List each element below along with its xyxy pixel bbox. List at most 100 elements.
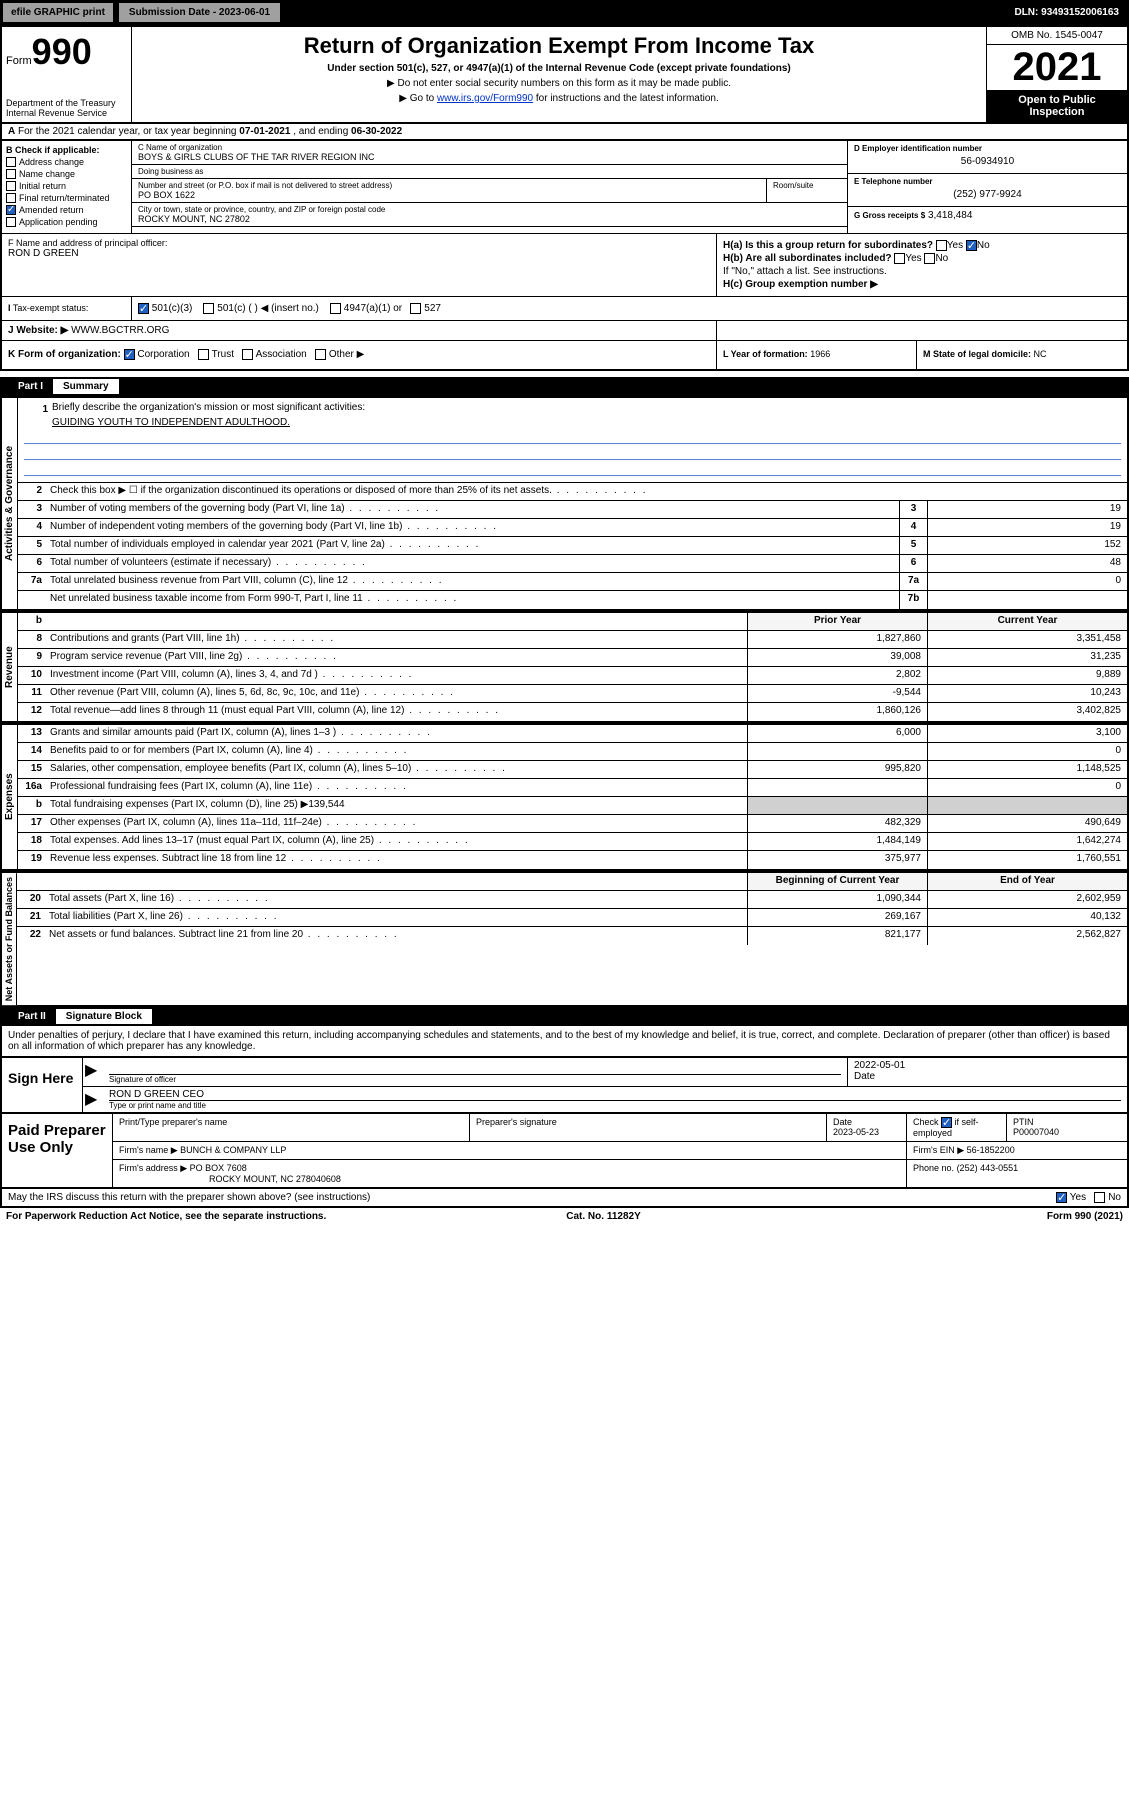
- row-num: 22: [17, 927, 45, 945]
- row-num: b: [18, 797, 46, 814]
- gross-row: G Gross receipts $ 3,418,484: [848, 207, 1127, 224]
- row-box: 4: [899, 519, 927, 536]
- assoc-check[interactable]: [242, 349, 253, 360]
- current-val: 2,602,959: [927, 891, 1127, 908]
- discuss-no-check[interactable]: [1094, 1192, 1105, 1203]
- efile-button[interactable]: efile GRAPHIC print: [2, 2, 114, 23]
- hb-yes-check[interactable]: [894, 253, 905, 264]
- row-val: 0: [927, 573, 1127, 590]
- checkbox-name-change[interactable]: [6, 169, 16, 179]
- row-text: Number of voting members of the governin…: [46, 501, 899, 518]
- checkbox-final-return-terminated[interactable]: [6, 193, 16, 203]
- domicile-cell: M State of legal domicile: NC: [917, 341, 1127, 368]
- gov-row-4: 6 Total number of volunteers (estimate i…: [18, 555, 1127, 573]
- ha-no-check[interactable]: [966, 240, 977, 251]
- note2-pre: ▶ Go to: [399, 93, 437, 104]
- current-val: 31,235: [927, 649, 1127, 666]
- prior-val: 6,000: [747, 725, 927, 742]
- prior-val: [747, 743, 927, 760]
- main-info-block: B Check if applicable: Address changeNam…: [0, 141, 1129, 233]
- data-row-1: 9 Program service revenue (Part VIII, li…: [18, 649, 1127, 667]
- data-row-2: 10 Investment income (Part VIII, column …: [18, 667, 1127, 685]
- other-check[interactable]: [315, 349, 326, 360]
- mission-line-3: [24, 462, 1121, 476]
- org-name-label: C Name of organization: [138, 143, 841, 152]
- selfemp-check[interactable]: [941, 1117, 952, 1128]
- hb-no-check[interactable]: [924, 253, 935, 264]
- prep-selfemp-cell: Check if self-employed: [907, 1114, 1007, 1141]
- row-num: 4: [18, 519, 46, 536]
- preparer-right: Print/Type preparer's name Preparer's si…: [112, 1114, 1127, 1187]
- opt-trust: Trust: [212, 350, 234, 361]
- corp-check[interactable]: [124, 349, 135, 360]
- discuss-yes-check[interactable]: [1056, 1192, 1067, 1203]
- ein-label: D Employer identification number: [854, 144, 1121, 153]
- hb-line: H(b) Are all subordinates included? Yes …: [723, 253, 1121, 264]
- row-val: 48: [927, 555, 1127, 572]
- ts-label: Tax-exempt status:: [13, 303, 89, 313]
- tax-year-begin: 07-01-2021: [239, 126, 290, 137]
- row-text: Other revenue (Part VIII, column (A), li…: [46, 685, 747, 702]
- prior-val: 1,090,344: [747, 891, 927, 908]
- 501c3-check[interactable]: [138, 303, 149, 314]
- header-left: Form 990 Department of the Treasury Inte…: [2, 27, 132, 122]
- checkbox-amended-return[interactable]: [6, 205, 16, 215]
- prior-year-header: Prior Year: [747, 613, 927, 630]
- prior-val: 269,167: [747, 909, 927, 926]
- current-val: 40,132: [927, 909, 1127, 926]
- hc-label: H(c) Group exemption number ▶: [723, 279, 878, 290]
- check-line-2: Initial return: [6, 181, 127, 191]
- sign-here-label: Sign Here: [2, 1058, 82, 1112]
- ein-row: D Employer identification number 56-0934…: [848, 141, 1127, 174]
- officer-name-cell: RON D GREEN CEO Type or print name and t…: [103, 1087, 1127, 1112]
- row-text: Revenue less expenses. Subtract line 18 …: [46, 851, 747, 869]
- row-num: 5: [18, 537, 46, 554]
- sign-arrow-2: ▶: [83, 1087, 103, 1112]
- sign-here-block: Sign Here ▶ Signature of officer 2022-05…: [0, 1058, 1129, 1114]
- irs-link[interactable]: www.irs.gov/Form990: [437, 93, 533, 104]
- row-text: Salaries, other compensation, employee b…: [46, 761, 747, 778]
- ts-label-cell: I Tax-exempt status:: [2, 297, 132, 320]
- row-text: Benefits paid to or for members (Part IX…: [46, 743, 747, 760]
- ha-no: No: [977, 240, 990, 251]
- sign-date-label: Date: [854, 1071, 1121, 1082]
- row-num: 16a: [18, 779, 46, 796]
- check-label: Application pending: [19, 217, 98, 227]
- na-blank-text: [45, 873, 747, 890]
- firm-name: BUNCH & COMPANY LLP: [180, 1145, 286, 1155]
- b-num: b: [18, 613, 46, 630]
- prep-sig-header: Preparer's signature: [470, 1114, 827, 1141]
- section-a: A For the 2021 calendar year, or tax yea…: [0, 124, 1129, 141]
- firm-ein-cell: Firm's EIN ▶ 56-1852200: [907, 1142, 1127, 1159]
- shaded-prior: [747, 797, 927, 814]
- ha-yes-check[interactable]: [936, 240, 947, 251]
- officer-printed-name: RON D GREEN CEO: [109, 1089, 1121, 1100]
- 527-check[interactable]: [410, 303, 421, 314]
- row-num: 14: [18, 743, 46, 760]
- row-text: Total unrelated business revenue from Pa…: [46, 573, 899, 590]
- 501c-check[interactable]: [203, 303, 214, 314]
- prior-val: 1,827,860: [747, 631, 927, 648]
- firm-phone: (252) 443-0551: [957, 1163, 1019, 1173]
- current-val: 3,100: [927, 725, 1127, 742]
- side-expenses: Expenses: [2, 725, 18, 869]
- row-text: Number of independent voting members of …: [46, 519, 899, 536]
- row-text: Contributions and grants (Part VIII, lin…: [46, 631, 747, 648]
- firm-ein-label: Firm's EIN ▶: [913, 1145, 964, 1155]
- sign-date: 2022-05-01: [854, 1060, 1121, 1071]
- checkbox-address-change[interactable]: [6, 157, 16, 167]
- na-blank: [17, 873, 45, 890]
- year-value: 1966: [810, 349, 830, 359]
- side-revenue: Revenue: [2, 613, 18, 721]
- row-num: 6: [18, 555, 46, 572]
- 4947-check[interactable]: [330, 303, 341, 314]
- prior-val: -9,544: [747, 685, 927, 702]
- trust-check[interactable]: [198, 349, 209, 360]
- row-text: Net assets or fund balances. Subtract li…: [45, 927, 747, 945]
- form-prefix: Form: [6, 55, 32, 67]
- row-text: Total number of volunteers (estimate if …: [46, 555, 899, 572]
- prep-date-cell: Date 2023-05-23: [827, 1114, 907, 1141]
- checkbox-application-pending[interactable]: [6, 217, 16, 227]
- officer-name-label: Type or print name and title: [109, 1100, 1121, 1110]
- checkbox-initial-return[interactable]: [6, 181, 16, 191]
